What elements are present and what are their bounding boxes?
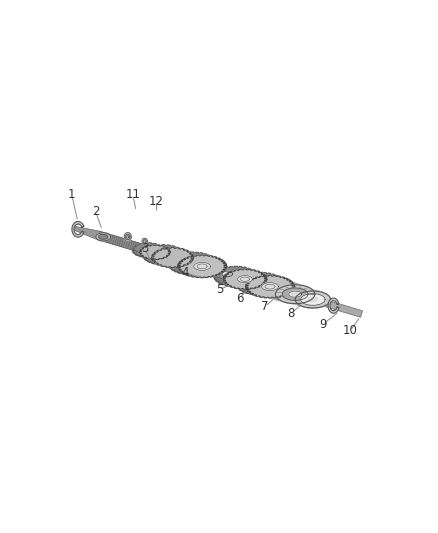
Polygon shape xyxy=(192,260,236,280)
Polygon shape xyxy=(205,269,233,277)
Text: 3: 3 xyxy=(141,243,148,255)
Polygon shape xyxy=(96,233,111,241)
Polygon shape xyxy=(236,272,285,295)
Text: 1: 1 xyxy=(68,188,75,201)
Polygon shape xyxy=(177,255,227,278)
Polygon shape xyxy=(300,294,325,305)
Polygon shape xyxy=(214,266,258,287)
Text: 8: 8 xyxy=(287,308,294,320)
Text: 5: 5 xyxy=(215,283,223,296)
Polygon shape xyxy=(215,277,266,289)
Text: 2: 2 xyxy=(92,205,99,218)
Polygon shape xyxy=(276,285,315,304)
Text: 10: 10 xyxy=(343,325,357,337)
Polygon shape xyxy=(98,231,194,268)
Polygon shape xyxy=(245,276,295,298)
Polygon shape xyxy=(74,227,100,240)
Polygon shape xyxy=(289,291,302,297)
Polygon shape xyxy=(282,288,308,301)
Polygon shape xyxy=(142,245,184,265)
Text: 4: 4 xyxy=(182,266,189,279)
Polygon shape xyxy=(142,238,148,245)
Polygon shape xyxy=(237,276,252,283)
Polygon shape xyxy=(295,291,331,308)
Polygon shape xyxy=(194,262,211,270)
Polygon shape xyxy=(308,297,318,302)
Polygon shape xyxy=(261,282,279,290)
Polygon shape xyxy=(132,243,163,257)
Polygon shape xyxy=(152,247,194,268)
Polygon shape xyxy=(133,250,170,260)
Polygon shape xyxy=(292,290,327,307)
Polygon shape xyxy=(72,222,84,237)
Polygon shape xyxy=(233,272,254,286)
Polygon shape xyxy=(319,298,363,317)
Polygon shape xyxy=(266,291,315,304)
Text: 11: 11 xyxy=(125,188,140,201)
Polygon shape xyxy=(266,282,305,301)
Polygon shape xyxy=(223,269,267,289)
Polygon shape xyxy=(222,271,233,277)
Polygon shape xyxy=(168,252,217,275)
Text: 12: 12 xyxy=(149,195,164,208)
Text: 7: 7 xyxy=(261,300,269,313)
Polygon shape xyxy=(99,235,108,239)
Polygon shape xyxy=(144,255,192,267)
Polygon shape xyxy=(237,284,293,297)
Polygon shape xyxy=(292,298,331,308)
Polygon shape xyxy=(143,240,146,243)
Polygon shape xyxy=(328,298,339,313)
Polygon shape xyxy=(126,234,130,240)
Text: 9: 9 xyxy=(319,318,327,330)
Text: 6: 6 xyxy=(236,292,244,304)
Polygon shape xyxy=(124,232,131,241)
Polygon shape xyxy=(139,245,170,260)
Polygon shape xyxy=(127,236,129,238)
Polygon shape xyxy=(169,263,226,277)
